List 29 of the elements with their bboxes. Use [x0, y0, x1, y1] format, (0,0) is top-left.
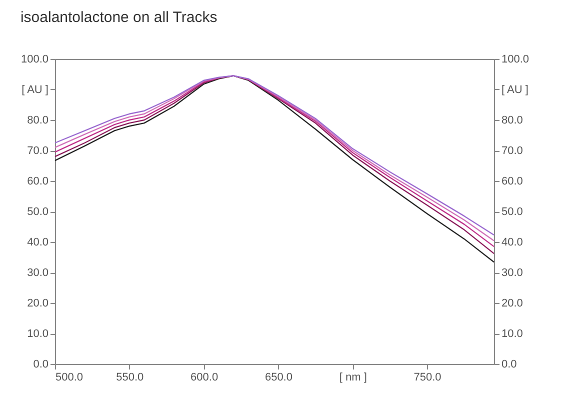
x-tick-label: 550.0 — [116, 372, 144, 384]
y-tick-label: 70.0 — [27, 145, 48, 157]
y2-tick-label: 50.0 — [502, 206, 523, 218]
y-tick-label: 30.0 — [27, 267, 48, 279]
x-tick-label: 750.0 — [414, 372, 442, 384]
y2-tick-label: 30.0 — [502, 267, 523, 279]
y-tick-label: 100.0 — [20, 54, 48, 66]
y2-tick-label: 80.0 — [502, 114, 523, 126]
chart-title: isoalantolactone on all Tracks — [20, 9, 218, 26]
y2-tick-label: 20.0 — [502, 298, 523, 310]
y-tick-label: 10.0 — [27, 328, 48, 340]
x-tick-label: 600.0 — [190, 372, 218, 384]
y2-tick-label: 10.0 — [502, 328, 523, 340]
y-tick-label: 80.0 — [27, 114, 48, 126]
y-tick-label: 20.0 — [27, 298, 48, 310]
y-tick-label: 0.0 — [33, 358, 48, 370]
y-tick-label: 50.0 — [27, 206, 48, 218]
x-tick-label: 650.0 — [264, 372, 292, 384]
y-tick-label: 40.0 — [27, 236, 48, 248]
y-tick-label: [ AU ] — [22, 84, 48, 96]
y2-tick-label: [ AU ] — [502, 84, 528, 96]
y2-tick-label: 40.0 — [502, 236, 523, 248]
x-tick-label: [ nm ] — [339, 372, 367, 384]
x-tick-label: 500.0 — [56, 372, 84, 384]
y2-tick-label: 70.0 — [502, 145, 523, 157]
y-tick-label: 60.0 — [27, 176, 48, 188]
y2-tick-label: 60.0 — [502, 176, 523, 188]
y2-tick-label: 100.0 — [502, 54, 530, 66]
y2-tick-label: 0.0 — [502, 358, 517, 370]
